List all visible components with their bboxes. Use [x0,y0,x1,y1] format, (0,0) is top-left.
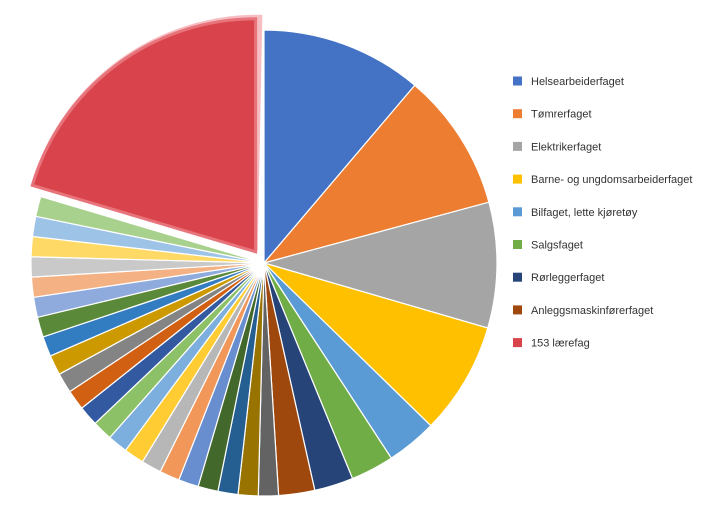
legend-swatch [513,109,522,119]
legend-label: 153 lærefag [531,338,590,350]
legend-item-helsearbeiderfaget: Helsearbeiderfaget [513,76,624,88]
legend-label: Helsearbeiderfaget [531,76,624,88]
legend-label: Tømrerfaget [531,109,592,121]
legend-swatch [513,76,522,86]
pie-slice-153-laerefag [30,17,258,254]
legend-swatch [513,141,522,151]
legend-label: Salgsfaget [531,240,583,252]
legend-item-salgsfaget: Salgsfaget [513,240,583,252]
legend-label: Anleggsmaskinførerfaget [531,305,653,317]
legend-item-bilfaget-lette-kjoretoy: Bilfaget, lette kjøretøy [513,207,638,219]
legend-swatch [513,338,522,348]
legend-label: Barne- og ungdomsarbeiderfaget [531,174,692,186]
legend-item-rorleggerfaget: Rørleggerfaget [513,272,604,284]
legend-label: Elektrikerfaget [531,141,601,153]
legend-item-barne-og-ungdomsarbeiderfaget: Barne- og ungdomsarbeiderfaget [513,174,692,186]
pie-slice-small-22 [35,195,265,264]
legend-swatch [513,240,522,249]
pie-slice-elektrikerfaget [261,201,498,329]
legend-item-anleggsmaskinforerfaget: Anleggsmaskinførerfaget [513,305,653,317]
legend-swatch [513,305,522,315]
legend-swatch [513,174,522,184]
legend-swatch [513,207,522,217]
pie-slices [30,14,498,497]
legend: Helsearbeiderfaget Tømrerfaget Elektrikerf… [513,76,692,350]
legend-label: Bilfaget, lette kjøretøy [531,207,638,219]
pie-slice-barne-og-ungdomsarbeiderfaget [263,262,489,427]
legend-item-153-laerefag: 153 lærefag [513,338,590,350]
legend-swatch [513,272,522,282]
legend-label: Rørleggerfaget [531,272,604,284]
legend-item-tomrerfaget: Tømrerfaget [513,109,592,121]
pie-slice-tomrerfaget [262,84,490,265]
legend-item-elektrikerfaget: Elektrikerfaget [513,141,601,153]
pie-slice-helsearbeiderfaget [263,29,416,265]
